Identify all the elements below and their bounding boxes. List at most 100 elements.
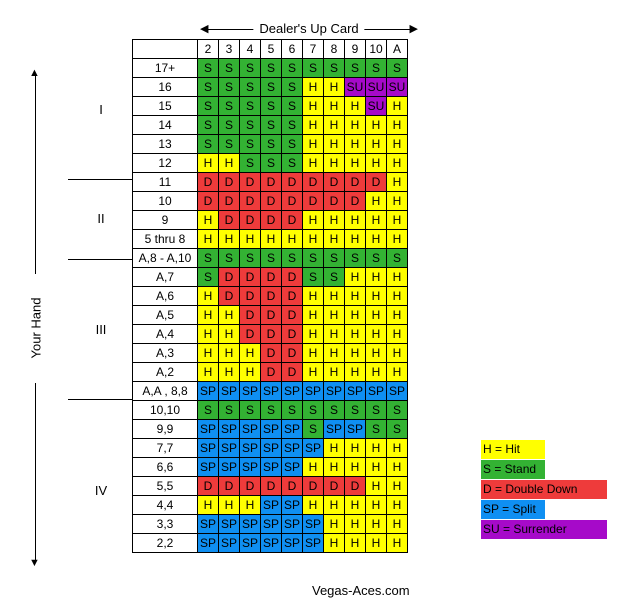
action-cell: SP: [218, 381, 240, 401]
action-cell: SP: [218, 438, 240, 458]
action-cell: S: [323, 267, 345, 287]
legend: H = Hit S = Stand D = Double Down SP = Spli…: [481, 440, 607, 540]
action-cell: S: [323, 400, 345, 420]
action-cell: D: [260, 324, 282, 344]
action-cell: SP: [197, 533, 219, 553]
player-hand-label: 14: [132, 115, 198, 135]
action-cell: H: [386, 343, 408, 363]
action-cell: S: [365, 400, 387, 420]
action-cell: H: [365, 191, 387, 211]
action-cell: S: [218, 77, 240, 97]
action-cell: H: [323, 514, 345, 534]
action-cell: S: [239, 248, 261, 268]
action-cell: D: [218, 286, 240, 306]
action-cell: H: [386, 134, 408, 154]
action-cell: H: [218, 343, 240, 363]
action-cell: S: [260, 77, 282, 97]
action-cell: S: [239, 134, 261, 154]
action-cell: H: [239, 229, 261, 249]
action-cell: H: [239, 495, 261, 515]
action-cell: H: [218, 229, 240, 249]
action-cell: SP: [281, 438, 303, 458]
down-arrow-icon: ▼: [29, 557, 40, 569]
action-cell: H: [344, 362, 366, 382]
action-cell: H: [386, 457, 408, 477]
action-cell: H: [323, 457, 345, 477]
action-cell: H: [386, 362, 408, 382]
action-cell: SP: [281, 514, 303, 534]
action-cell: H: [344, 210, 366, 230]
action-cell: H: [218, 305, 240, 325]
player-hand-label: A,2: [132, 362, 198, 382]
action-cell: H: [344, 343, 366, 363]
action-cell: D: [302, 191, 324, 211]
action-cell: D: [260, 172, 282, 192]
action-cell: S: [197, 77, 219, 97]
legend-item: S = Stand: [481, 460, 545, 479]
action-cell: SP: [302, 438, 324, 458]
action-cell: D: [281, 305, 303, 325]
player-hand-label: A,3: [132, 343, 198, 363]
action-cell: SP: [218, 457, 240, 477]
action-cell: SP: [239, 533, 261, 553]
action-cell: SP: [344, 381, 366, 401]
action-cell: H: [344, 286, 366, 306]
player-hand-label: 9: [132, 210, 198, 230]
dealer-card-header: 10: [365, 39, 387, 59]
action-cell: D: [260, 286, 282, 306]
action-cell: D: [281, 362, 303, 382]
action-cell: S: [386, 400, 408, 420]
footer-site-name: Vegas-Aces.com: [312, 583, 410, 598]
action-cell: S: [281, 134, 303, 154]
action-cell: SP: [260, 419, 282, 439]
player-hand-label: 17+: [132, 58, 198, 78]
action-cell: S: [365, 419, 387, 439]
action-cell: H: [197, 153, 219, 173]
player-hand-label: A,5: [132, 305, 198, 325]
action-cell: H: [365, 305, 387, 325]
action-cell: D: [260, 267, 282, 287]
action-cell: S: [281, 115, 303, 135]
action-cell: H: [386, 153, 408, 173]
action-cell: SP: [302, 381, 324, 401]
action-cell: H: [218, 153, 240, 173]
action-cell: H: [365, 210, 387, 230]
action-cell: H: [386, 115, 408, 135]
action-cell: H: [344, 134, 366, 154]
action-cell: H: [365, 134, 387, 154]
action-cell: D: [281, 210, 303, 230]
player-hand-label: A,7: [132, 267, 198, 287]
action-cell: S: [323, 248, 345, 268]
action-cell: H: [323, 153, 345, 173]
action-cell: S: [344, 400, 366, 420]
action-cell: H: [197, 362, 219, 382]
action-cell: SP: [218, 533, 240, 553]
action-cell: S: [302, 419, 324, 439]
action-cell: H: [386, 514, 408, 534]
action-cell: D: [218, 476, 240, 496]
action-cell: H: [386, 305, 408, 325]
action-cell: D: [365, 172, 387, 192]
action-cell: H: [344, 495, 366, 515]
action-cell: D: [218, 210, 240, 230]
player-hand-label: A,4: [132, 324, 198, 344]
player-hand-label: A,8 - A,10: [132, 248, 198, 268]
action-cell: S: [260, 153, 282, 173]
action-cell: S: [302, 58, 324, 78]
action-cell: SP: [365, 381, 387, 401]
action-cell: H: [386, 210, 408, 230]
action-cell: S: [365, 58, 387, 78]
strategy-rows: 17+ S S S S S S S S S S 16 S S S S S H H SU SU SU 15 S S S S S H H H SU…: [132, 58, 408, 553]
action-cell: SP: [239, 457, 261, 477]
strategy-row: 11 D D D D D D D D D H: [132, 172, 408, 192]
action-cell: H: [365, 457, 387, 477]
group-label-4: IV: [94, 483, 108, 498]
action-cell: SP: [260, 514, 282, 534]
up-arrow-icon: ▲: [29, 67, 40, 79]
action-cell: H: [323, 324, 345, 344]
action-cell: D: [281, 191, 303, 211]
dealer-up-card-header: ◀ ▶ Dealer's Up Card: [200, 20, 418, 38]
action-cell: H: [302, 343, 324, 363]
player-hand-label: 13: [132, 134, 198, 154]
action-cell: H: [302, 153, 324, 173]
